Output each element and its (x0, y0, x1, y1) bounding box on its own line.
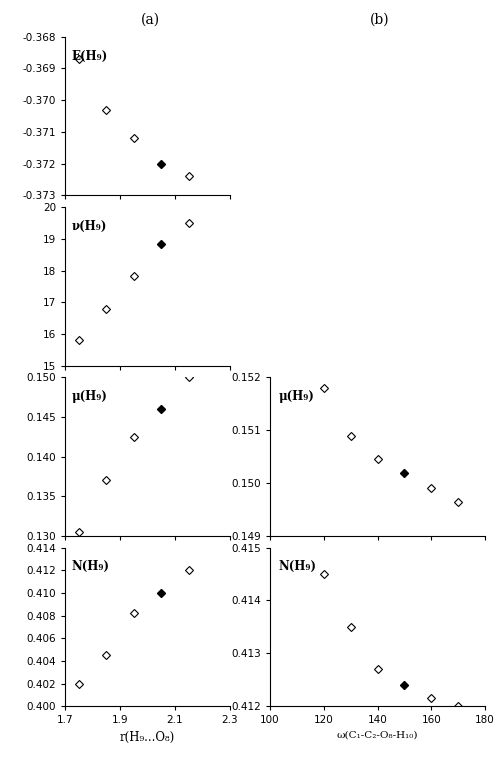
Text: μ(H₉): μ(H₉) (72, 390, 108, 403)
Text: N(H₉): N(H₉) (278, 560, 316, 574)
X-axis label: r(H₉...O₈): r(H₉...O₈) (120, 731, 175, 744)
Text: (b): (b) (370, 12, 390, 26)
Text: ν(H₉): ν(H₉) (72, 220, 107, 233)
Text: (a): (a) (140, 12, 160, 26)
Text: N(H₉): N(H₉) (72, 560, 110, 574)
Text: μ(H₉): μ(H₉) (278, 390, 314, 403)
Text: E(H₉): E(H₉) (72, 50, 108, 63)
X-axis label: ω(C₁-C₂-O₈-H₁₀): ω(C₁-C₂-O₈-H₁₀) (337, 731, 418, 740)
